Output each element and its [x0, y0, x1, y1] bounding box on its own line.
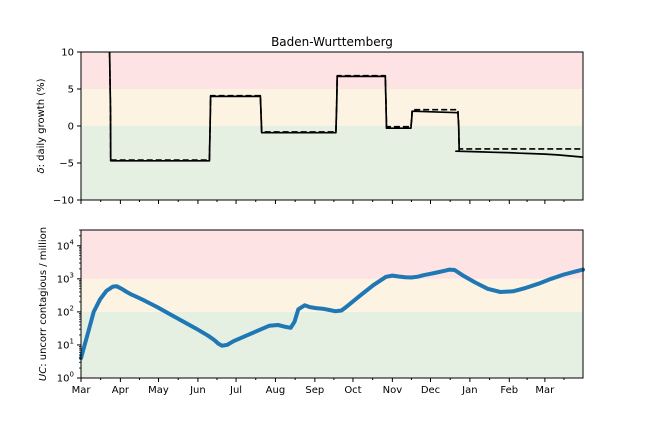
contagious-line — [79, 267, 585, 361]
growth-bands — [81, 52, 583, 200]
month-tick-label: Apr — [112, 385, 130, 396]
contagious-band-1 — [81, 278, 583, 312]
contagious-ytick-label: 100 — [57, 371, 74, 385]
growth-ytick-label: 10 — [61, 48, 74, 59]
month-tick-label: Jun — [189, 385, 206, 396]
growth-lines — [108, 51, 584, 162]
contagious-frame — [80, 229, 584, 379]
month-tick-label: Feb — [500, 385, 518, 396]
growth-ytick-label: −5 — [59, 159, 74, 170]
growth-band-2 — [81, 52, 583, 89]
growth-ticks: −10 −5 0 5 10 — [53, 48, 565, 207]
month-axis: Mar Apr May Jun Jul Aug Sep Oct Nov Dec Jan Feb Mar — [72, 378, 565, 396]
month-tick-label: Mar — [72, 385, 92, 396]
growth-ytick-label: −10 — [53, 196, 74, 207]
contagious-ticks: 100 101 102 103 104 — [57, 229, 81, 385]
contagious-lines — [79, 267, 585, 361]
contagious-band-2 — [81, 230, 583, 279]
contagious-bands — [81, 230, 583, 378]
month-tick-label: Mar — [535, 385, 555, 396]
growth-ylabel: δ: daily growth (%) — [36, 78, 47, 173]
contagious-band-0 — [81, 311, 583, 378]
chart-title: Baden-Wurttemberg — [271, 35, 393, 49]
growth-line-dashed — [108, 51, 583, 161]
growth-ytick-label: 5 — [68, 85, 74, 96]
month-tick-label: Jul — [229, 385, 242, 396]
contagious-ytick-label: 101 — [57, 337, 74, 351]
month-tick-label: Dec — [421, 385, 440, 396]
contagious-ytick-label: 103 — [57, 271, 74, 285]
month-tick-label: Sep — [305, 385, 324, 396]
contagious-ylabel: UC: uncorr contagious / million — [38, 227, 49, 381]
contagious-ytick-label: 104 — [57, 238, 75, 252]
month-tick-label: Oct — [344, 385, 361, 396]
contagious-ytick-label: 102 — [57, 304, 74, 318]
growth-panel: −10 −5 0 5 10 Baden-Wurttemberg δ: daily gro… — [36, 35, 584, 207]
month-tick-label: Nov — [383, 385, 403, 396]
growth-band-1 — [81, 89, 583, 126]
month-tick-label: Aug — [266, 385, 286, 396]
contagious-panel: 100 101 102 103 104 Mar Apr May Jun Jul Aug Sep Oct… — [38, 227, 585, 396]
growth-band-0 — [81, 126, 583, 200]
month-tick-label: Jan — [461, 385, 477, 396]
month-tick-label: May — [148, 385, 169, 396]
growth-ytick-label: 0 — [68, 122, 74, 133]
